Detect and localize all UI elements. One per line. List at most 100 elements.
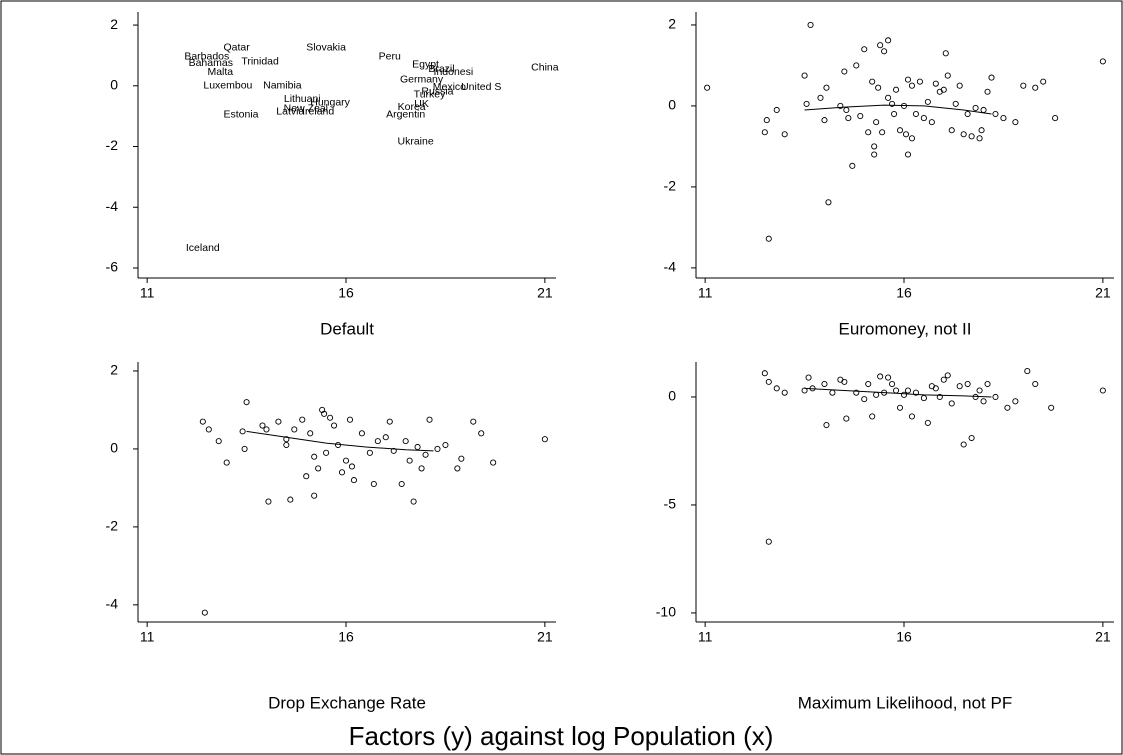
point [968, 434, 975, 442]
point [275, 418, 282, 425]
point [265, 498, 272, 505]
point [908, 82, 916, 89]
point [1024, 368, 1031, 375]
point [845, 115, 852, 122]
point [823, 422, 830, 429]
point [871, 151, 878, 158]
point [765, 538, 772, 545]
y-tick-label: -6 [106, 259, 119, 275]
point [885, 37, 892, 44]
x-tick-label: 16 [896, 629, 912, 645]
point [865, 129, 872, 136]
fit-line [804, 104, 992, 115]
point-label: Egypt [412, 58, 439, 70]
point [865, 380, 872, 388]
fit-line [246, 430, 434, 452]
point [311, 453, 318, 460]
point [215, 438, 222, 445]
point [1012, 119, 1019, 126]
y-tick-label: 2 [110, 362, 118, 378]
point [331, 422, 338, 429]
point [434, 445, 441, 452]
point [418, 465, 425, 472]
point [904, 151, 912, 158]
point [223, 459, 230, 466]
point [807, 21, 814, 29]
panel-title: Drop Exchange Rate [268, 693, 426, 712]
point [992, 110, 999, 118]
point [374, 438, 381, 445]
point [871, 143, 878, 150]
point [1048, 404, 1055, 411]
point [765, 235, 772, 242]
point-label: UK [414, 98, 429, 110]
point [956, 82, 963, 89]
point [243, 399, 250, 406]
point [873, 119, 880, 126]
point [350, 477, 358, 484]
point [1052, 115, 1059, 122]
point [976, 387, 983, 394]
point-label: New Zeal [284, 102, 328, 114]
point [422, 451, 429, 458]
y-tick-label: -2 [664, 178, 677, 194]
point [908, 413, 916, 420]
point-label: Brazil [428, 63, 454, 75]
panel-title: Euromoney, not II [839, 319, 972, 338]
point [801, 387, 808, 394]
point [283, 441, 290, 449]
point [924, 98, 931, 105]
point [773, 385, 780, 392]
point [891, 110, 898, 118]
point [805, 374, 812, 381]
point [908, 135, 916, 142]
y-tick-label: -4 [106, 198, 119, 214]
point [972, 393, 979, 401]
point [900, 391, 908, 398]
x-tick-label: 11 [140, 285, 155, 301]
point-label: Barbados [184, 51, 229, 63]
point-label: Malta [207, 66, 233, 78]
point [821, 117, 828, 124]
point [239, 428, 246, 435]
point [924, 419, 931, 426]
point [857, 113, 864, 120]
point [928, 119, 935, 126]
point [843, 415, 850, 422]
point [426, 416, 433, 423]
point-label: Hungary [310, 96, 350, 108]
point [976, 135, 983, 142]
point-label: Iceland [186, 242, 220, 254]
point [823, 84, 830, 91]
point [801, 72, 808, 79]
point-label: Germany [400, 73, 444, 85]
point [205, 426, 212, 433]
point [338, 469, 346, 476]
point [896, 127, 904, 134]
point-label: Qatar [224, 42, 251, 54]
point [704, 84, 711, 91]
point [932, 385, 939, 392]
x-tick-label: 11 [140, 629, 155, 645]
point [920, 115, 927, 122]
point [287, 496, 294, 503]
point [442, 441, 449, 449]
point [327, 414, 334, 421]
x-tick-label: 11 [698, 629, 713, 645]
point [241, 445, 248, 452]
point-label: Lithuani [284, 93, 321, 105]
point [920, 395, 927, 402]
point [881, 48, 888, 55]
point [841, 68, 848, 75]
x-tick-label: 16 [338, 285, 354, 301]
y-tick-label: 0 [668, 97, 676, 113]
point [821, 380, 828, 388]
point [896, 404, 904, 411]
point [889, 100, 896, 107]
point [303, 473, 310, 480]
point [773, 106, 780, 114]
point [992, 393, 999, 401]
point [199, 418, 206, 425]
point [1004, 404, 1011, 411]
